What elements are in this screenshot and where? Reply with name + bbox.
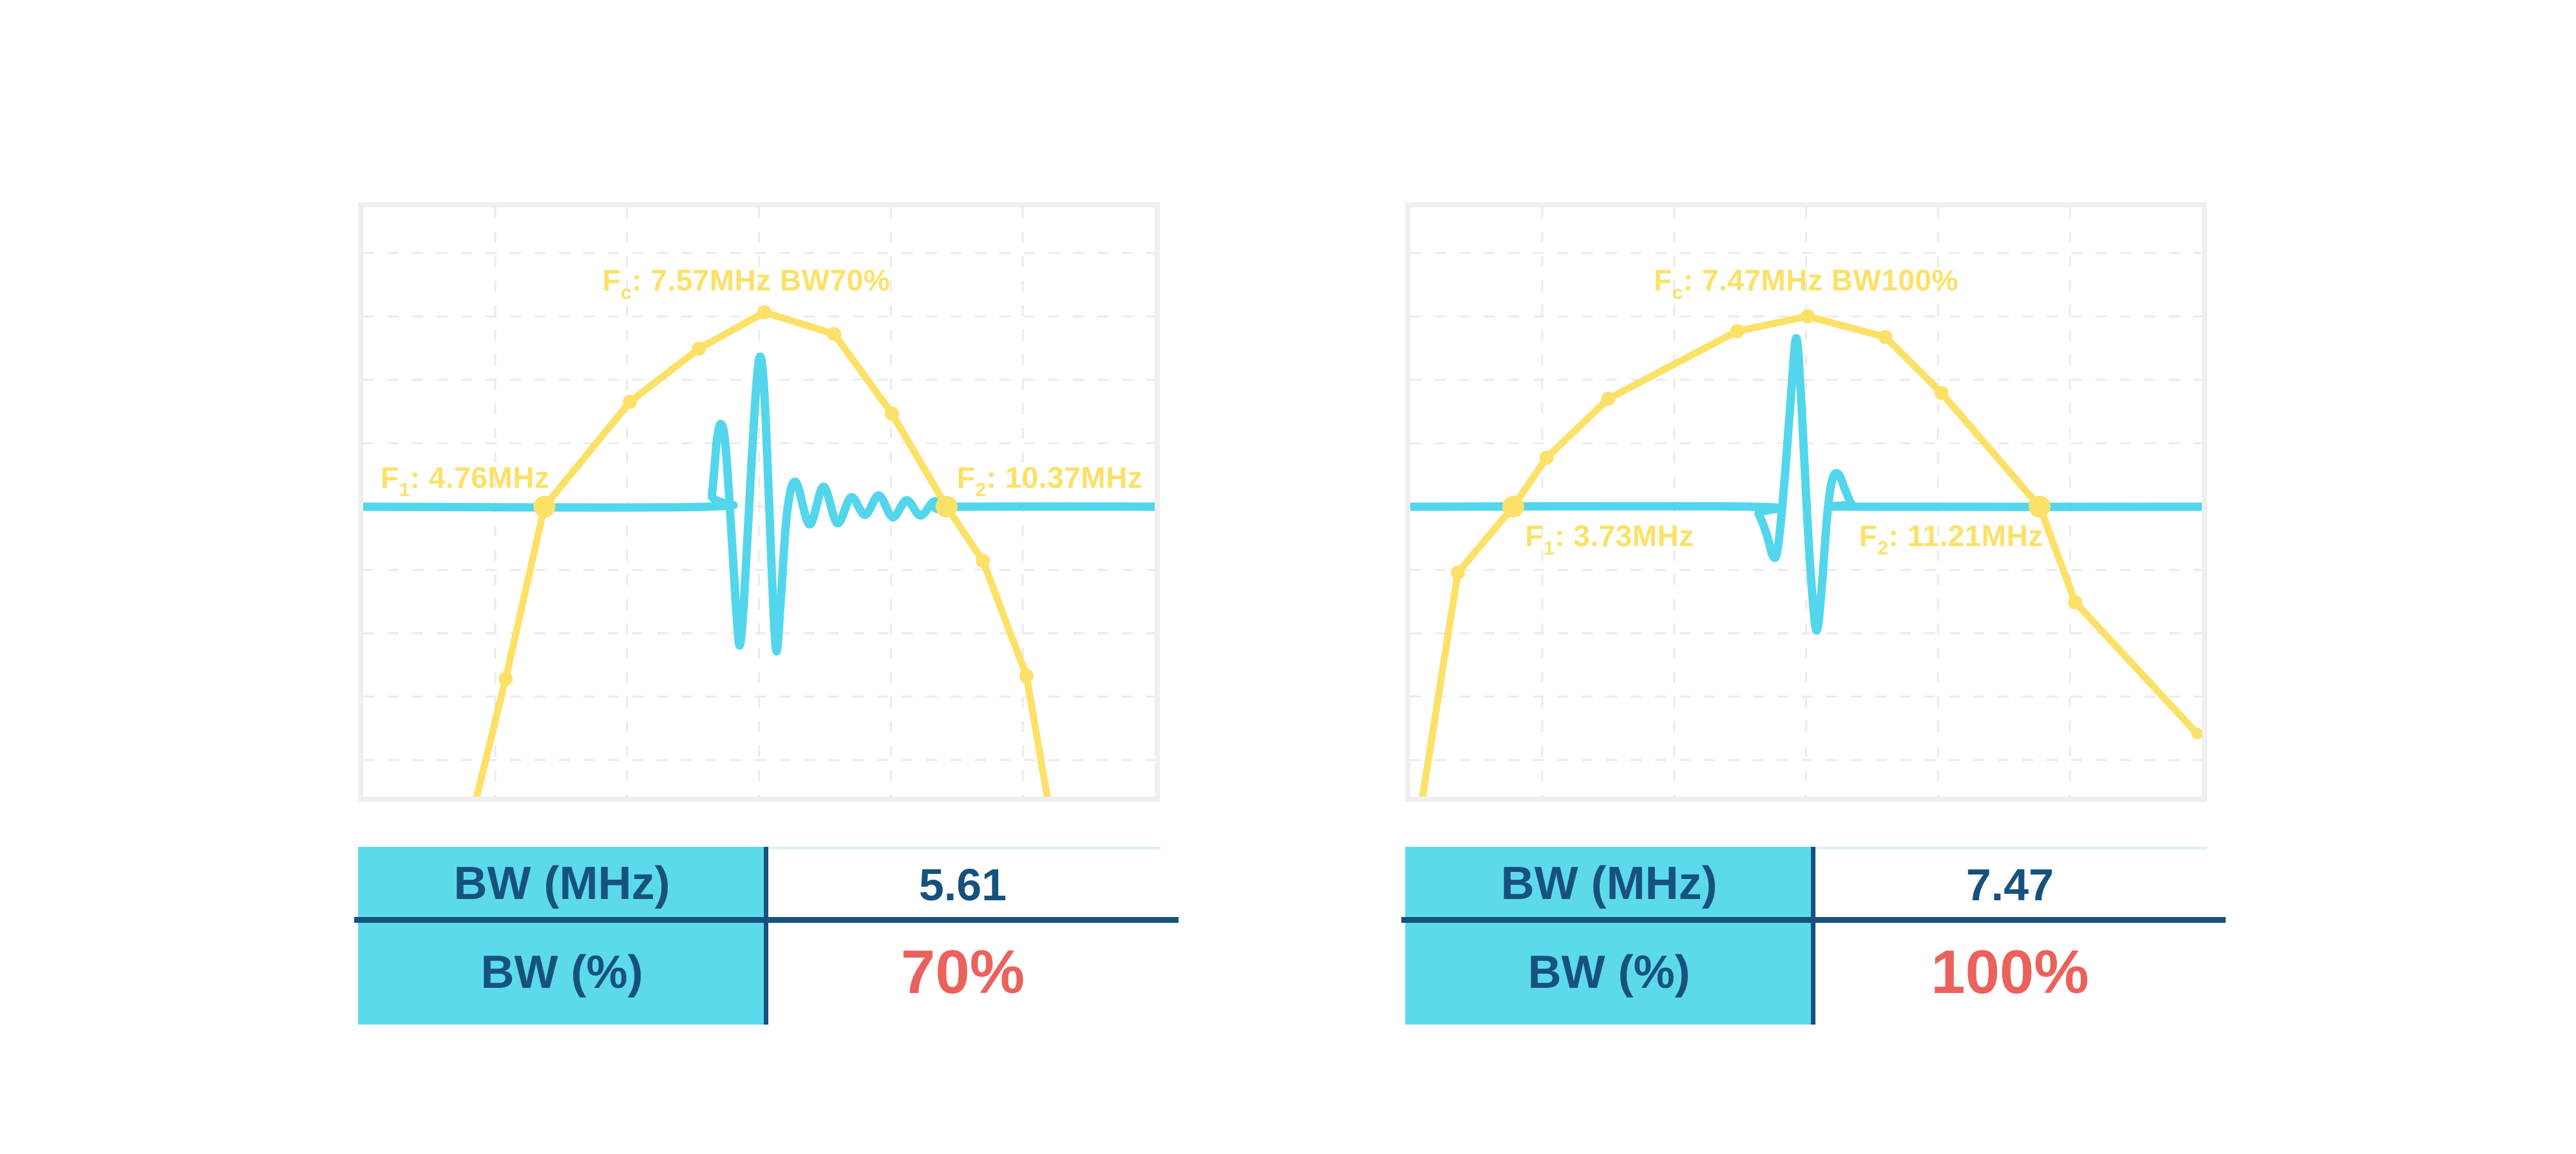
data-point-marker [1601,392,1616,406]
panel-right: Fc: 7.47MHz BW100% F1: 3.73MHz F2: 11.21MH… [1401,202,2226,1039]
data-point-marker [1539,450,1554,465]
bandwidth-crossing-marker [533,495,556,518]
table-column-divider [1811,847,1815,1025]
data-point-marker [1019,668,1034,683]
spectrum-line [1419,312,2201,797]
data-point-marker [757,305,772,319]
bw-pct-value: 70% [766,920,1160,1025]
table-row: BW (%) 70% [358,920,1160,1025]
annotation-f2: F2: 11.21MHz [1859,519,2043,559]
pulse-waveform [1410,334,2202,635]
table-row: BW (MHz) 7.47 [1405,847,2207,920]
annotation-fc: Fc: 7.57MHz BW70% [602,263,890,303]
spectrum-chart-right: Fc: 7.47MHz BW100% F1: 3.73MHz F2: 11.21MH… [1405,202,2207,802]
table-column-divider [764,847,768,1025]
annotation-fc: Fc: 7.47MHz BW100% [1654,263,1958,303]
data-point-marker [692,341,706,356]
bandwidth-crossing-marker [1502,495,1524,518]
table-row: BW (%) 100% [1405,920,2207,1025]
bandwidth-crossing-marker [935,495,958,518]
bw-pct-label: BW (%) [1405,920,1813,1025]
data-point-marker [498,672,513,686]
bw-mhz-label: BW (MHz) [1405,847,1813,920]
spectrum-chart-svg-left: Fc: 7.57MHz BW70% F1: 4.76MHz F2: 10.37MHz [363,207,1155,797]
panel-left: Fc: 7.57MHz BW70% F1: 4.76MHz F2: 10.37MHz… [354,202,1179,1039]
bw-pct-value: 100% [1813,920,2207,1025]
annotation-f2: F2: 10.37MHz [957,461,1143,501]
data-point-marker [827,326,842,341]
data-point-marker [623,394,638,409]
bw-mhz-value: 5.61 [766,847,1160,920]
bw-pct-label: BW (%) [358,920,766,1025]
table-row: BW (MHz) 5.61 [358,847,1160,920]
bw-mhz-value: 7.47 [1813,847,2207,920]
bandwidth-table-right: BW (MHz) 7.47 BW (%) 100% [1401,847,2226,1025]
data-point-marker [976,554,990,568]
data-point-marker [1801,309,1815,324]
bw-mhz-label: BW (MHz) [358,847,766,920]
data-point-marker [1450,565,1465,580]
data-point-marker [885,406,899,421]
bandwidth-table-left: BW (MHz) 5.61 BW (%) 70% [354,847,1179,1025]
annotation-f1: F1: 3.73MHz [1525,519,1694,559]
data-point-marker [2191,728,2202,740]
bandwidth-crossing-marker [2029,495,2051,518]
spectrum-chart-left: Fc: 7.57MHz BW70% F1: 4.76MHz F2: 10.37MHz [358,202,1160,802]
data-point-marker [1730,324,1745,339]
data-point-marker [1934,386,1949,401]
data-point-marker [1878,330,1893,345]
spectrum-line [473,308,1051,797]
spectrum-chart-svg-right: Fc: 7.47MHz BW100% F1: 3.73MHz F2: 11.21MH… [1410,207,2202,797]
data-point-marker [2068,595,2083,610]
pulse-waveform [363,352,1155,656]
annotation-f1: F1: 4.76MHz [381,461,549,501]
